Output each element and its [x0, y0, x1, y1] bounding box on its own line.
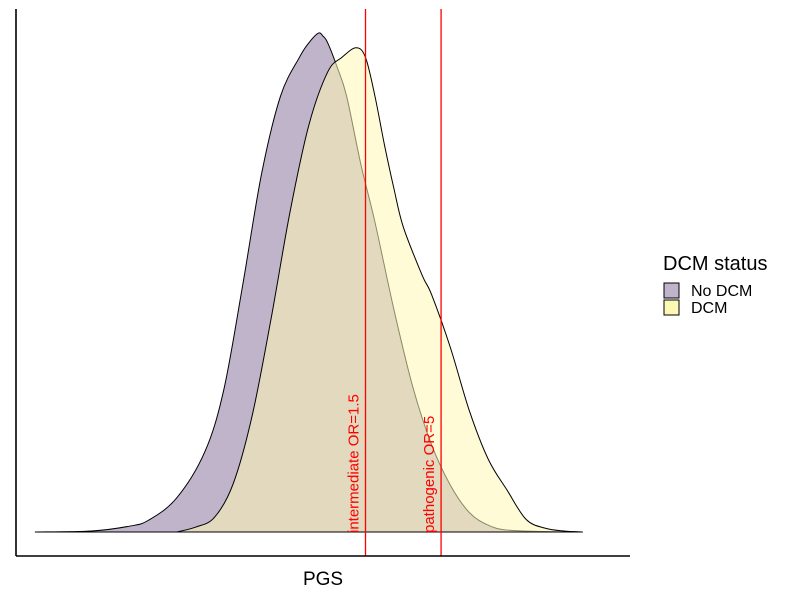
legend-swatch-no-dcm: [663, 282, 680, 299]
reference-line-label-2: pathogenic OR=5: [421, 416, 438, 533]
reference-line-label-1: intermediate OR=1.5: [346, 394, 363, 533]
x-axis-label: PGS: [303, 569, 343, 590]
plot-area: intermediate OR=1.5 pathogenic OR=5: [34, 9, 583, 556]
legend-title: DCM status: [663, 253, 767, 275]
legend-label-dcm: DCM: [691, 300, 727, 317]
density-area-dcm: [176, 47, 583, 533]
legend-label-no-dcm: No DCM: [691, 283, 752, 300]
legend-swatch-dcm: [663, 299, 680, 316]
